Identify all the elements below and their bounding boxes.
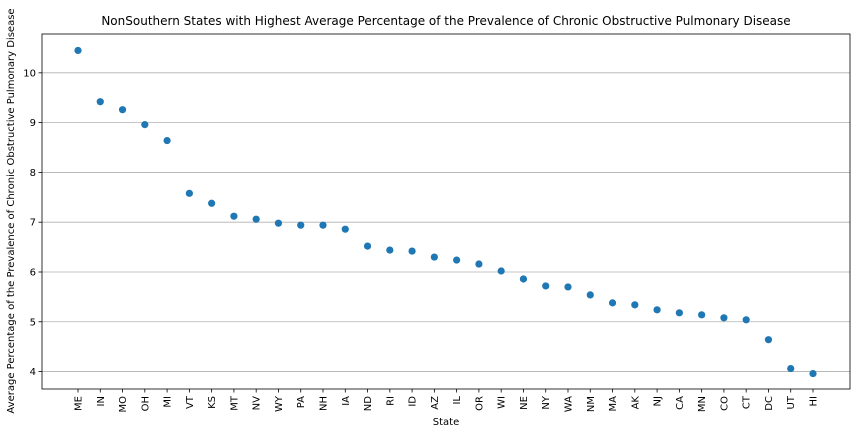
data-point-ks <box>208 199 216 207</box>
data-point-il <box>453 256 461 264</box>
x-tick-label-nv: NV <box>252 396 263 410</box>
y-tick-label: 8 <box>30 168 36 179</box>
data-point-nd <box>363 242 372 250</box>
x-tick-label-vt: VT <box>185 395 196 409</box>
x-tick-label-ut: UT <box>786 395 797 409</box>
chart-title: NonSouthern States with Highest Average … <box>101 14 790 28</box>
x-tick-label-nd: ND <box>363 396 374 411</box>
x-axis-ticks: ME IN MO OH MI VT KS MT NV WY PA NH IA ND RI ID AZ IL OR WI… <box>74 389 820 413</box>
y-tick-label: 6 <box>30 267 36 278</box>
x-tick-label-az: AZ <box>430 396 441 410</box>
x-tick-label-ma: MA <box>608 396 619 412</box>
data-point-nm <box>586 291 594 299</box>
x-axis-label: State <box>433 417 459 428</box>
y-tick-label: 9 <box>30 118 36 129</box>
x-tick-label-id: ID <box>408 396 419 407</box>
y-tick-label: 5 <box>30 317 36 328</box>
x-tick-label-ri: RI <box>385 396 396 406</box>
y-axis-label: Average Percentage of the Prevalence of … <box>6 8 17 413</box>
data-point-nh <box>319 221 327 229</box>
data-point-ma <box>608 299 617 307</box>
data-point-wy <box>274 219 283 227</box>
x-tick-label-oh: OH <box>140 396 151 411</box>
x-tick-label-co: CO <box>719 396 730 411</box>
data-point-or <box>475 260 483 268</box>
data-point-nj <box>653 306 661 314</box>
data-point-in <box>96 98 104 106</box>
data-point-me <box>74 46 82 55</box>
data-point-ct <box>742 316 750 324</box>
x-tick-label-ny: NY <box>541 395 552 409</box>
x-tick-label-in: IN <box>96 396 107 406</box>
x-tick-label-ks: KS <box>207 396 218 409</box>
data-point-mi <box>163 136 171 145</box>
y-tick-label: 7 <box>30 218 36 229</box>
data-point-vt <box>185 189 193 197</box>
data-point-co <box>720 314 728 322</box>
data-point-wi <box>497 267 505 275</box>
x-tick-label-hi: HI <box>809 396 820 406</box>
x-tick-label-wy: WY <box>274 395 285 412</box>
plot-area-frame <box>41 33 851 390</box>
data-point-ca <box>675 309 683 317</box>
grid-lines <box>42 72 850 372</box>
x-tick-label-nm: NM <box>586 396 597 412</box>
x-tick-label-il: IL <box>452 396 463 405</box>
data-point-ut <box>787 364 795 373</box>
x-tick-label-dc: DC <box>764 396 775 411</box>
x-tick-label-ca: CA <box>675 396 686 410</box>
x-tick-label-me: ME <box>74 396 85 411</box>
data-point-ia <box>341 225 349 233</box>
y-tick-label: 4 <box>30 367 36 378</box>
data-points <box>74 46 817 378</box>
x-tick-label-ct: CT <box>742 395 753 409</box>
data-point-nv <box>252 215 260 223</box>
data-point-mt <box>230 212 238 220</box>
x-tick-label-wi: WI <box>497 396 508 409</box>
data-point-mo <box>118 106 127 114</box>
x-tick-label-or: OR <box>474 396 485 411</box>
x-tick-label-ia: IA <box>341 396 352 406</box>
data-point-hi <box>809 369 817 378</box>
x-tick-label-pa: PA <box>296 396 307 408</box>
data-point-pa <box>297 221 305 229</box>
y-tick-label: 10 <box>23 68 36 79</box>
data-point-ri <box>386 246 394 254</box>
data-point-oh <box>141 121 149 129</box>
data-point-wa <box>564 283 572 291</box>
x-tick-label-wa: WA <box>564 396 575 412</box>
data-point-dc <box>764 336 773 344</box>
x-tick-label-nj: NJ <box>653 396 664 406</box>
x-tick-label-mn: MN <box>697 396 708 412</box>
data-point-az <box>430 253 438 261</box>
data-point-ak <box>631 301 639 309</box>
data-point-ne <box>519 275 528 283</box>
x-tick-label-ne: NE <box>519 396 530 410</box>
x-tick-label-mo: MO <box>118 396 129 413</box>
x-tick-label-mt: MT <box>229 395 240 411</box>
data-point-mn <box>698 311 706 319</box>
x-tick-label-nh: NH <box>319 396 330 411</box>
data-point-id <box>408 247 416 255</box>
y-axis-ticks: 4 5 6 7 8 9 10 <box>23 68 42 378</box>
x-tick-label-mi: MI <box>163 396 174 408</box>
data-point-ny <box>542 282 550 290</box>
x-tick-label-ak: AK <box>630 396 641 410</box>
